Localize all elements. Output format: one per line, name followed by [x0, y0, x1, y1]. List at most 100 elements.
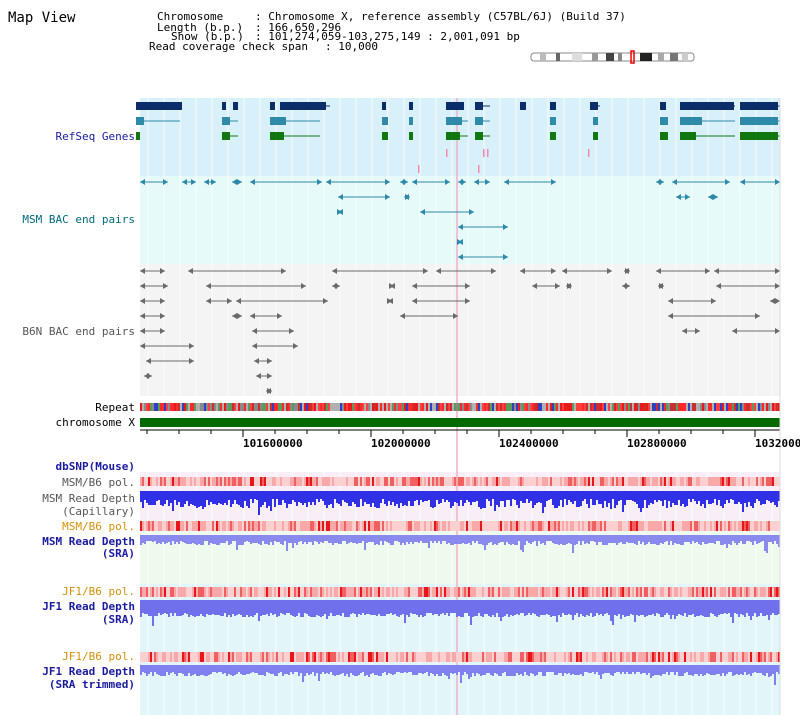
track-label-msm-depth-cap[interactable]: MSM Read Depth	[42, 492, 135, 505]
repeat-segment	[528, 403, 530, 411]
polymorphism-cell	[530, 477, 532, 486]
polymorphism-cell	[310, 521, 312, 531]
jf1-sra-depth-bar	[640, 600, 642, 615]
msm-sra-depth-bar	[684, 535, 686, 542]
jf1-trimmed-depth-bar	[684, 665, 686, 673]
polymorphism-cell	[442, 477, 444, 486]
polymorphism-cell	[732, 587, 734, 597]
track-label-jf1-depth-trim[interactable]: JF1 Read Depth	[42, 665, 135, 678]
jf1-sra-depth-bar	[166, 600, 168, 614]
polymorphism-cell	[170, 521, 172, 531]
msm-capillary-depth-bar	[186, 491, 188, 501]
jf1-sra-depth-bar	[348, 600, 350, 617]
repeat-segment	[692, 403, 694, 411]
track-label-msm-bac[interactable]: MSM BAC end pairs	[22, 213, 135, 226]
track-label-msm-depth-sra[interactable]: MSM Read Depth	[42, 535, 135, 548]
jf1-trimmed-depth-bar	[718, 665, 720, 674]
polymorphism-cell	[702, 477, 704, 486]
track-label-refseq-genes[interactable]: RefSeq Genes	[55, 130, 135, 143]
polymorphism-cell	[602, 652, 604, 662]
msm-capillary-depth-bar	[346, 491, 348, 503]
polymorphism-cell	[540, 587, 542, 597]
msm-sra-depth-bar	[516, 535, 518, 545]
polymorphism-cell	[604, 521, 606, 531]
jf1-trimmed-depth-bar	[688, 665, 690, 675]
msm-capillary-depth-bar	[376, 491, 378, 508]
msm-capillary-depth-bar	[650, 491, 652, 503]
gene-exon	[233, 102, 238, 110]
msm-bac-pair-end	[676, 194, 681, 200]
msm-capillary-depth-bar	[696, 491, 698, 504]
polymorphism-cell	[732, 652, 734, 662]
jf1-trimmed-depth-bar	[528, 665, 530, 676]
polymorphism-cell	[728, 521, 730, 531]
polymorphism-cell	[532, 521, 534, 531]
polymorphism-cell	[194, 477, 196, 486]
polymorphism-cell	[754, 587, 756, 597]
gene-exon	[742, 117, 778, 125]
jf1-sra-depth-bar	[484, 600, 486, 614]
msm-sra-depth-bar	[320, 535, 322, 542]
polymorphism-cell	[540, 477, 542, 486]
track-label-jf1-b6-pol-1[interactable]: JF1/B6 pol.	[62, 585, 135, 598]
b6n-bac-pair-end	[147, 373, 152, 379]
jf1-trimmed-depth-bar	[212, 665, 214, 672]
track-label-jf1-depth-sra[interactable]: JF1 Read Depth	[42, 600, 135, 613]
msm-sra-depth-bar	[644, 535, 646, 545]
jf1-trimmed-depth-bar	[142, 665, 144, 672]
repeat-segment	[146, 403, 148, 411]
msm-bac-pair-end	[420, 209, 425, 215]
polymorphism-cell	[306, 587, 308, 597]
msm-sra-depth-bar	[662, 535, 664, 544]
msm-capillary-depth-bar	[750, 491, 752, 506]
polymorphism-cell	[322, 587, 324, 597]
jf1-trimmed-depth-bar	[636, 665, 638, 672]
track-label-msm-b6-pol-1[interactable]: MSM/B6 pol.	[62, 476, 135, 489]
track-label-chromosome[interactable]: chromosome X	[55, 416, 135, 429]
polymorphism-cell	[410, 652, 412, 662]
polymorphism-cell	[712, 652, 714, 662]
jf1-trimmed-depth-bar	[250, 665, 252, 673]
jf1-trimmed-depth-bar	[204, 665, 206, 676]
msm-capillary-depth-bar	[766, 491, 768, 500]
jf1-trimmed-depth-bar	[654, 665, 656, 675]
msm-bac-pair-end	[458, 224, 463, 230]
msm-capillary-depth-bar	[264, 491, 266, 502]
track-label-b6n-bac[interactable]: B6N BAC end pairs	[22, 325, 135, 338]
polymorphism-cell	[414, 521, 416, 531]
track-label-jf1-b6-pol-2[interactable]: JF1/B6 pol.	[62, 650, 135, 663]
repeat-segment	[416, 403, 418, 411]
polymorphism-cell	[648, 477, 650, 486]
jf1-sra-depth-bar	[350, 600, 352, 614]
jf1-sra-depth-bar	[236, 600, 238, 615]
jf1-sra-depth-bar	[414, 600, 416, 614]
repeat-segment	[320, 403, 322, 411]
track-label-msm-b6-pol-2[interactable]: MSM/B6 pol.	[62, 520, 135, 533]
msm-sra-depth-bar	[384, 535, 386, 541]
msm-sra-depth-bar	[554, 535, 556, 544]
polymorphism-cell	[606, 477, 608, 486]
msm-capillary-depth-bar	[340, 491, 342, 506]
jf1-sra-depth-bar	[232, 600, 234, 614]
polymorphism-cell	[428, 521, 430, 531]
polymorphism-cell	[242, 652, 244, 662]
jf1-sra-depth-bar	[576, 600, 578, 613]
repeat-segment	[466, 403, 468, 411]
polymorphism-cell	[756, 587, 758, 597]
msm-sra-depth-bar	[734, 535, 736, 543]
jf1-sra-depth-bar	[428, 600, 430, 613]
repeat-segment	[476, 403, 478, 411]
polymorphism-cell	[392, 477, 394, 486]
msm-sra-depth-bar	[234, 535, 236, 541]
polymorphism-cell	[488, 521, 490, 531]
polymorphism-cell	[348, 587, 350, 597]
polymorphism-cell	[516, 587, 518, 597]
msm-sra-depth-bar	[292, 535, 294, 548]
polymorphism-cell	[574, 652, 576, 662]
polymorphism-cell	[578, 477, 580, 486]
track-label-repeat[interactable]: Repeat	[95, 401, 135, 414]
polymorphism-cell	[336, 521, 338, 531]
track-label-dbsnp[interactable]: dbSNP(Mouse)	[55, 460, 135, 473]
polymorphism-cell	[706, 652, 708, 662]
